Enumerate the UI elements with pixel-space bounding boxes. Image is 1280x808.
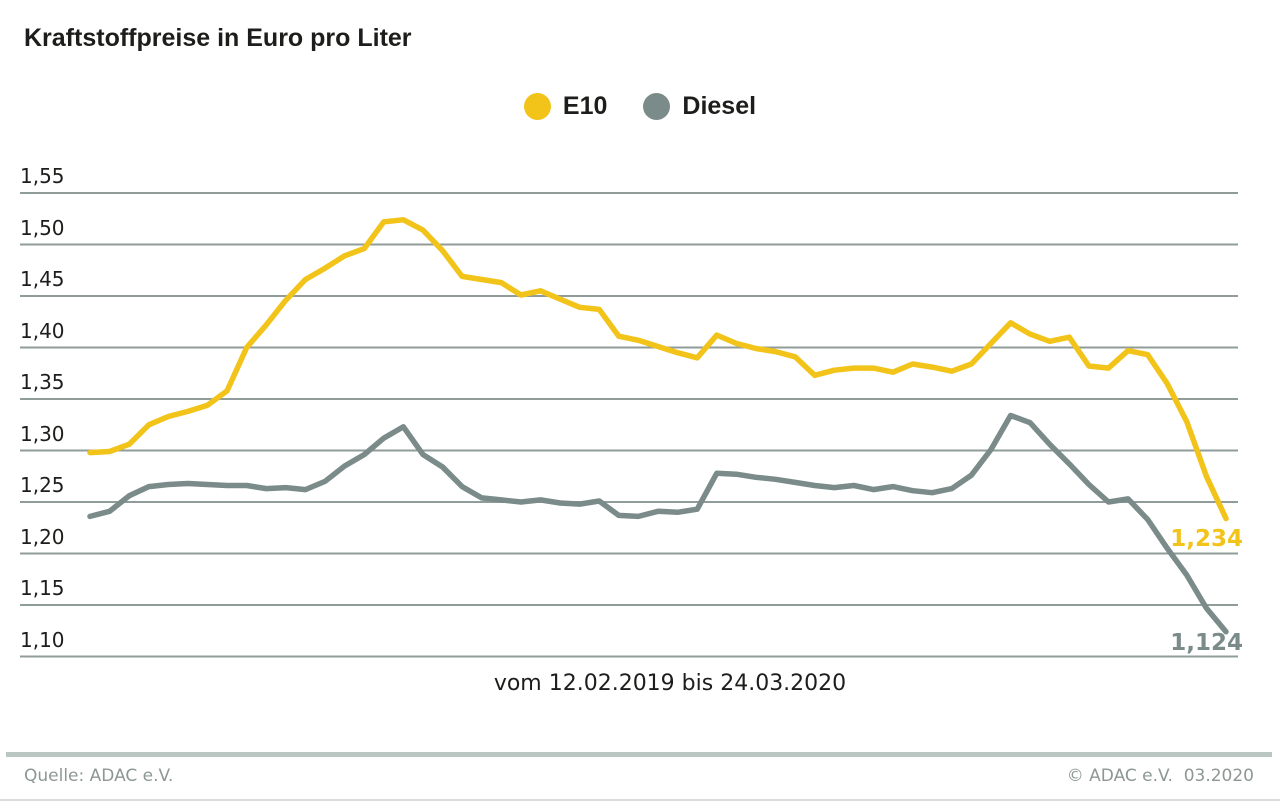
price-line-e10 bbox=[87, 217, 1229, 522]
copyright-note: © ADAC e.V. 03.2020 bbox=[1066, 766, 1254, 786]
end-value-e10: 1,234 bbox=[1170, 526, 1243, 553]
footer-divider bbox=[6, 752, 1272, 757]
y-axis-tick-label: 1,50 bbox=[20, 215, 65, 240]
y-axis-tick-label: 1,30 bbox=[20, 421, 65, 446]
source-note: Quelle: ADAC e.V. bbox=[24, 766, 174, 786]
y-axis-tick-label: 1,35 bbox=[20, 370, 65, 394]
legend-item-e10: E10 bbox=[523, 92, 608, 121]
legend-item-diesel: Diesel bbox=[643, 92, 756, 121]
y-axis-tick-label: 1,40 bbox=[20, 318, 65, 343]
y-axis-tick-label: 1,15 bbox=[20, 576, 65, 600]
price-line-diesel bbox=[87, 412, 1229, 635]
end-value-diesel: 1,124 bbox=[1170, 629, 1243, 656]
y-axis-tick-label: 1,45 bbox=[20, 267, 65, 291]
diesel-series-dot-icon bbox=[643, 93, 671, 120]
x-axis-caption: vom 12.02.2019 bis 24.03.2020 bbox=[493, 671, 847, 696]
chart-title: Kraftstoffpreise in Euro pro Liter bbox=[24, 24, 412, 52]
legend-label-e10: E10 bbox=[562, 92, 608, 120]
y-axis-tick-label: 1,55 bbox=[20, 164, 65, 188]
chart-legend: E10 Diesel bbox=[0, 92, 1280, 121]
bottom-border bbox=[0, 799, 1280, 801]
y-axis-tick-label: 1,10 bbox=[20, 627, 65, 652]
e10-series-dot-icon bbox=[523, 93, 551, 120]
y-axis-tick-label: 1,20 bbox=[20, 524, 65, 549]
legend-label-diesel: Diesel bbox=[682, 92, 757, 120]
y-axis-tick-label: 1,25 bbox=[20, 473, 65, 497]
